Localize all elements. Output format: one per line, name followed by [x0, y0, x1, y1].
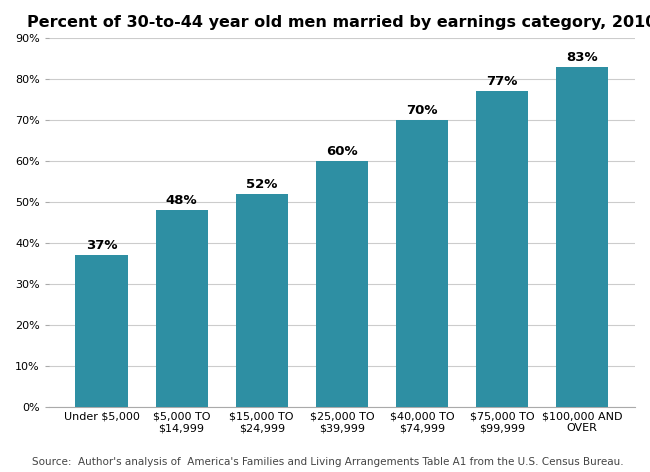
Bar	[556, 67, 608, 407]
Bar	[155, 210, 207, 407]
Text: Source:  Author's analysis of  America's Families and Living Arrangements Table : Source: Author's analysis of America's F…	[32, 457, 624, 467]
Bar	[75, 255, 127, 407]
Bar	[236, 194, 288, 407]
Text: 37%: 37%	[86, 239, 117, 252]
Text: 48%: 48%	[166, 194, 198, 207]
Text: 52%: 52%	[246, 177, 278, 191]
Bar	[476, 92, 528, 407]
Text: 77%: 77%	[486, 75, 518, 88]
Text: 60%: 60%	[326, 145, 358, 158]
Text: 70%: 70%	[406, 104, 438, 117]
Bar	[396, 120, 448, 407]
Bar	[316, 161, 368, 407]
Text: 83%: 83%	[567, 51, 598, 64]
Title: Percent of 30-to-44 year old men married by earnings category, 2010: Percent of 30-to-44 year old men married…	[27, 15, 650, 30]
